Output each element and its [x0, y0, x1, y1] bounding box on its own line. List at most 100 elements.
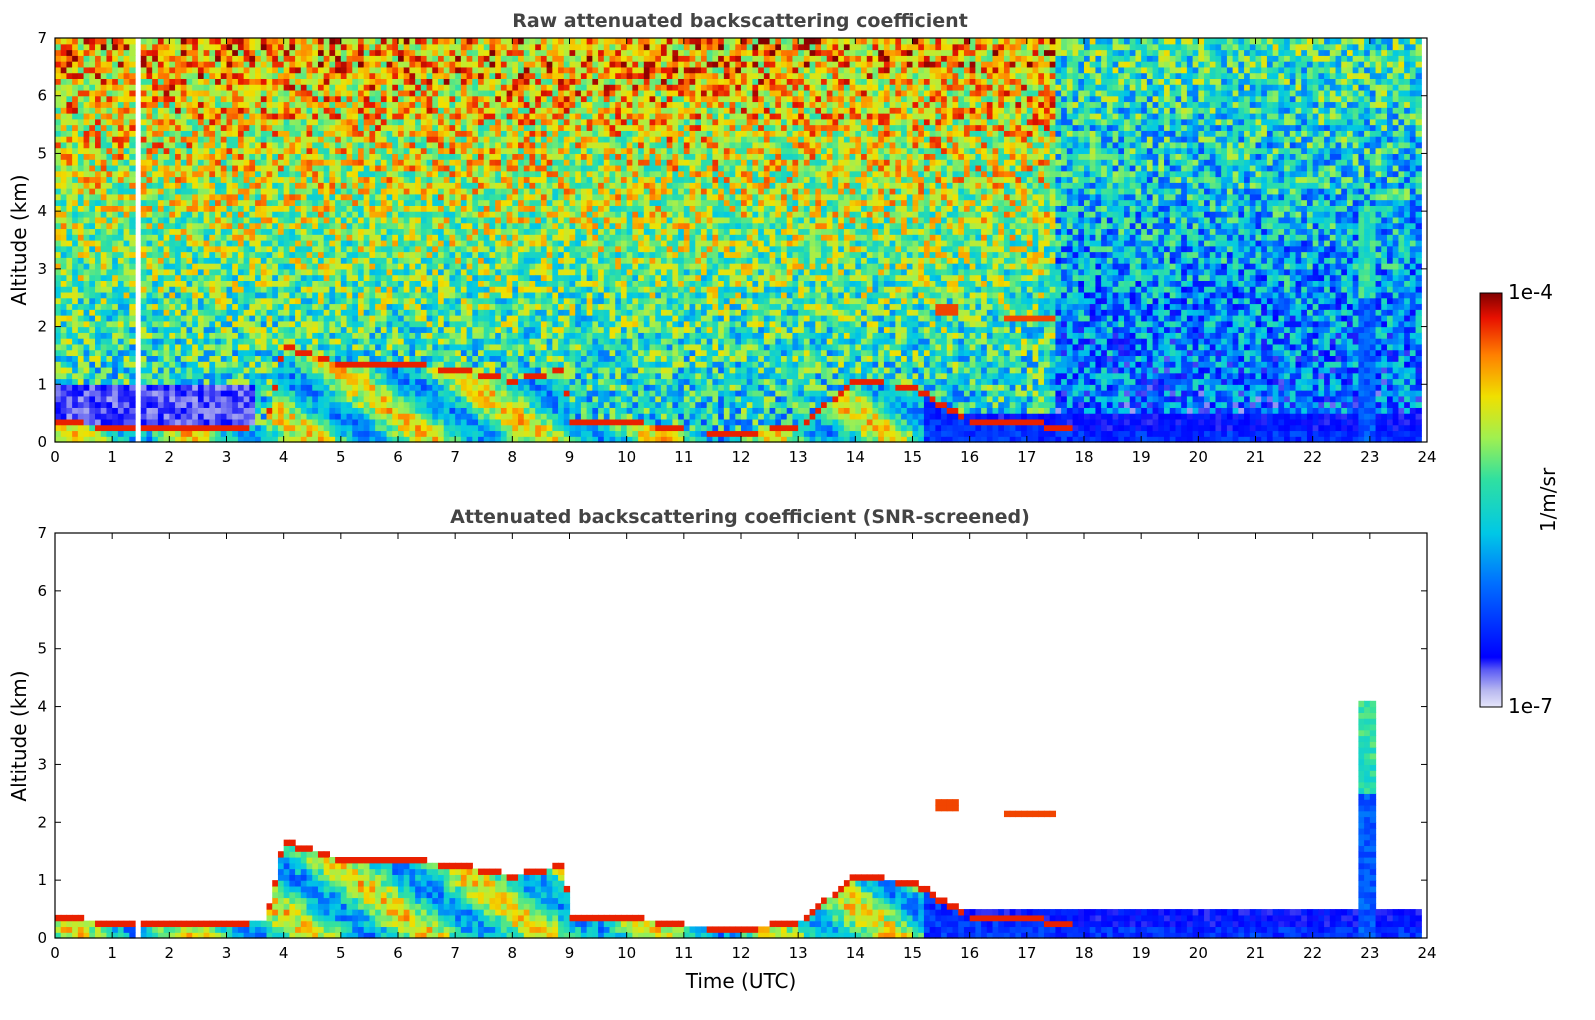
- heat-cell: [289, 355, 295, 361]
- heat-cell: [84, 309, 90, 315]
- heat-cell: [158, 182, 164, 188]
- heat-cell: [101, 113, 107, 119]
- heat-cell: [227, 321, 233, 327]
- heat-cell: [141, 55, 147, 61]
- heat-cell: [329, 384, 335, 390]
- heat-cell: [152, 246, 158, 252]
- heat-cell: [307, 96, 313, 102]
- heat-cell: [301, 205, 307, 211]
- heat-cell: [112, 373, 118, 379]
- heat-cell: [158, 275, 164, 281]
- heat-cell: [112, 101, 118, 107]
- heat-cell: [169, 263, 175, 269]
- heat-cell: [112, 309, 118, 315]
- heat-cell: [204, 142, 210, 148]
- heat-cell: [158, 303, 164, 309]
- heat-cell: [192, 148, 198, 154]
- heat-cell: [164, 101, 170, 107]
- heat-cell: [318, 361, 324, 367]
- heat-cell: [55, 332, 61, 338]
- heat-cell: [112, 286, 118, 292]
- heat-cell: [295, 159, 301, 165]
- heat-cell: [141, 101, 147, 107]
- heat-cell: [89, 90, 95, 96]
- heat-cell: [295, 298, 301, 304]
- heat-cell: [95, 228, 101, 234]
- heat-cell: [106, 350, 112, 356]
- heat-cell: [89, 402, 95, 408]
- heat-cell: [341, 38, 347, 44]
- heat-cell: [272, 61, 278, 67]
- heat-cell: [284, 292, 290, 298]
- heat-cell: [267, 211, 273, 217]
- heat-cell: [101, 61, 107, 67]
- heat-cell: [272, 171, 278, 177]
- heat-cell: [146, 252, 152, 258]
- heat-cell: [341, 84, 347, 90]
- heat-cell: [112, 396, 118, 402]
- heat-cell: [215, 130, 221, 136]
- heat-cell: [301, 252, 307, 258]
- heat-cell: [112, 50, 118, 56]
- heat-cell: [106, 96, 112, 102]
- heat-cell: [278, 90, 284, 96]
- heat-cell: [192, 379, 198, 385]
- heat-cell: [261, 211, 267, 217]
- heat-cell: [164, 223, 170, 229]
- heat-cell: [158, 194, 164, 200]
- heat-cell: [106, 240, 112, 246]
- heat-cell: [307, 315, 313, 321]
- heat-cell: [186, 252, 192, 258]
- heat-cell: [267, 315, 273, 321]
- heat-cell: [232, 315, 238, 321]
- heat-cell: [129, 344, 135, 350]
- heat-cell: [329, 344, 335, 350]
- heat-cell: [84, 205, 90, 211]
- heat-cell: [301, 200, 307, 206]
- heat-cell: [232, 402, 238, 408]
- heat-cell: [221, 344, 227, 350]
- heat-cell: [181, 338, 187, 344]
- heat-cell: [301, 182, 307, 188]
- heat-cell: [158, 188, 164, 194]
- heat-cell: [347, 373, 353, 379]
- heat-cell: [307, 413, 313, 419]
- heat-cell: [261, 205, 267, 211]
- heat-cell: [221, 177, 227, 183]
- heat-cell: [324, 327, 330, 333]
- heat-cell: [249, 136, 255, 142]
- heat-cell: [329, 119, 335, 125]
- heat-cell: [278, 182, 284, 188]
- heat-cell: [255, 396, 261, 402]
- heat-cell: [61, 246, 67, 252]
- heat-cell: [329, 240, 335, 246]
- heat-cell: [335, 182, 341, 188]
- heat-cell: [129, 78, 135, 84]
- heat-cell: [61, 390, 67, 396]
- heat-cell: [192, 396, 198, 402]
- heat-cell: [169, 153, 175, 159]
- heat-cell: [181, 246, 187, 252]
- heat-cell: [255, 228, 261, 234]
- heat-cell: [261, 55, 267, 61]
- heat-cell: [221, 379, 227, 385]
- heat-cell: [84, 430, 90, 436]
- heat-cell: [249, 286, 255, 292]
- heat-cell: [289, 419, 295, 425]
- heat-cell: [329, 228, 335, 234]
- heat-cell: [101, 125, 107, 131]
- heat-cell: [318, 223, 324, 229]
- heat-cell: [272, 246, 278, 252]
- heat-cell: [347, 344, 353, 350]
- heat-cell: [312, 55, 318, 61]
- heat-cell: [66, 315, 72, 321]
- heat-cell: [84, 344, 90, 350]
- heat-cell: [312, 101, 318, 107]
- heat-cell: [78, 413, 84, 419]
- heat-cell: [318, 413, 324, 419]
- heat-cell: [192, 240, 198, 246]
- heat-cell: [124, 332, 130, 338]
- heat-cell: [129, 84, 135, 90]
- heat-cell: [152, 430, 158, 436]
- heat-cell: [221, 223, 227, 229]
